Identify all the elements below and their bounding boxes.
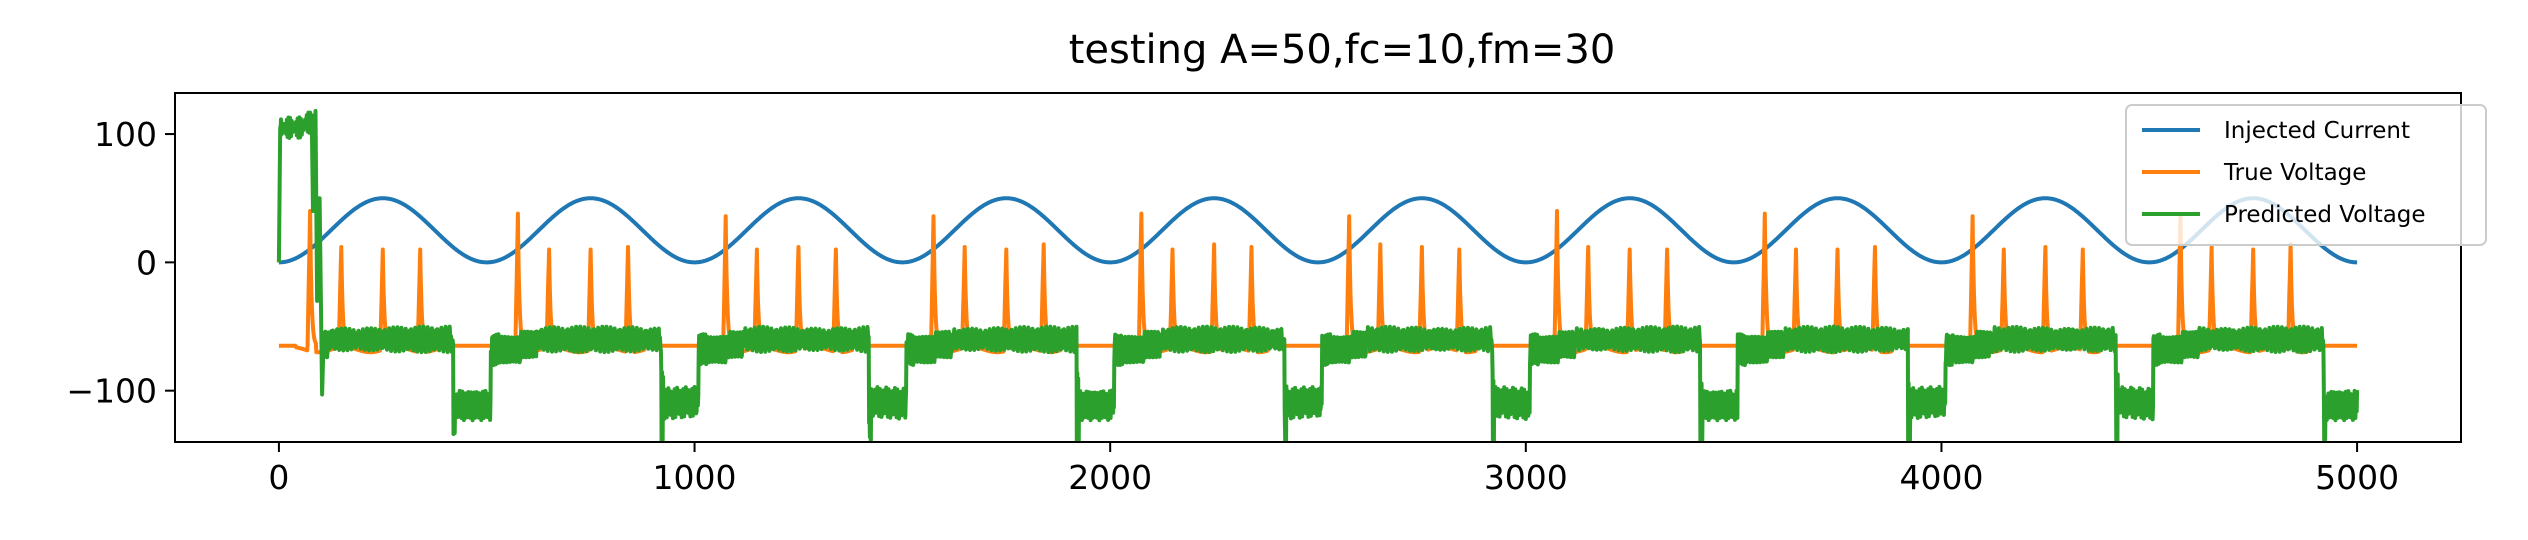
x-axis: 0 1000 2000 3000 4000 5000 <box>268 442 2399 497</box>
series-layer <box>276 109 2360 442</box>
y-axis: 100 0 −100 <box>66 115 175 411</box>
legend: Injected Current True Voltage Predicted … <box>2125 104 2487 246</box>
series-line-predicted-voltage <box>276 109 2360 442</box>
legend-label-injected-current: Injected Current <box>2224 118 2410 144</box>
plot-frame <box>174 92 2462 443</box>
legend-label-true-voltage: True Voltage <box>2223 160 2366 186</box>
y-tick-label: 0 <box>136 243 157 282</box>
x-tick-label: 5000 <box>2315 458 2399 497</box>
x-tick-label: 1000 <box>653 458 737 497</box>
x-tick-label: 2000 <box>1068 458 1152 497</box>
x-tick-label: 0 <box>268 458 289 497</box>
legend-box <box>2125 104 2487 246</box>
series-line-injected-current <box>277 196 2359 265</box>
y-tick-label: 100 <box>94 115 157 154</box>
x-tick-label: 4000 <box>1899 458 1983 497</box>
legend-label-predicted-voltage: Predicted Voltage <box>2224 202 2426 228</box>
chart-title: testing A=50,fc=10,fm=30 <box>1069 27 1616 73</box>
x-tick-label: 3000 <box>1484 458 1568 497</box>
y-tick-label: −100 <box>66 372 157 411</box>
